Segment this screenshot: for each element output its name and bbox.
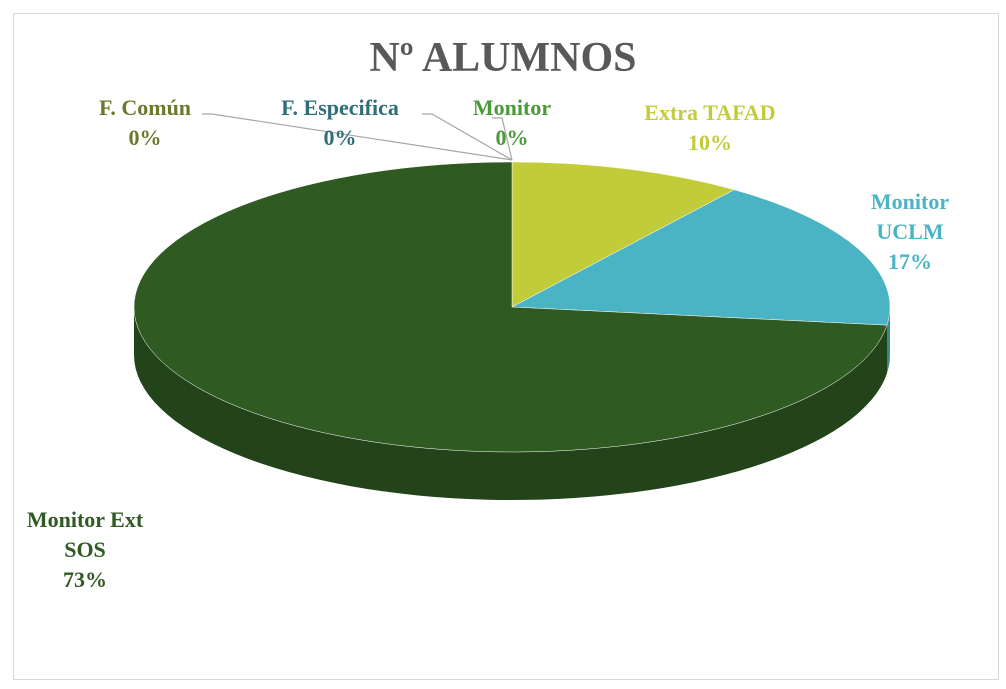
data-label: Monitor UCLM 17% <box>845 187 975 277</box>
slice <box>511 189 891 326</box>
slice <box>133 161 888 453</box>
chart-title: Nº ALUMNOS <box>369 35 637 81</box>
leader-line <box>422 113 513 161</box>
value-label: 0% <box>323 125 357 150</box>
category-label: F. Común <box>98 95 192 120</box>
value-label: 10% <box>688 130 732 155</box>
category-label: Monitor <box>472 95 552 120</box>
data-label: Extra TAFAD 10% <box>610 98 810 158</box>
chart-frame <box>13 13 999 680</box>
category-label: Monitor Ext SOS <box>26 507 144 562</box>
data-label: Monitor 0% <box>447 93 577 153</box>
category-label: Monitor UCLM <box>870 189 950 244</box>
data-label: F. Especifica 0% <box>245 93 435 153</box>
value-label: 0% <box>128 125 162 150</box>
value-label: 17% <box>888 249 932 274</box>
category-label: F. Especifica <box>281 95 399 120</box>
slice <box>511 161 735 308</box>
category-label: Extra TAFAD <box>644 100 776 125</box>
value-label: 73% <box>63 567 107 592</box>
slice-side <box>134 307 888 501</box>
leader-line <box>202 113 513 161</box>
value-label: 0% <box>495 125 529 150</box>
data-label: Monitor Ext SOS 73% <box>10 505 160 595</box>
data-label: F. Común 0% <box>70 93 220 153</box>
leader-line <box>492 117 513 161</box>
